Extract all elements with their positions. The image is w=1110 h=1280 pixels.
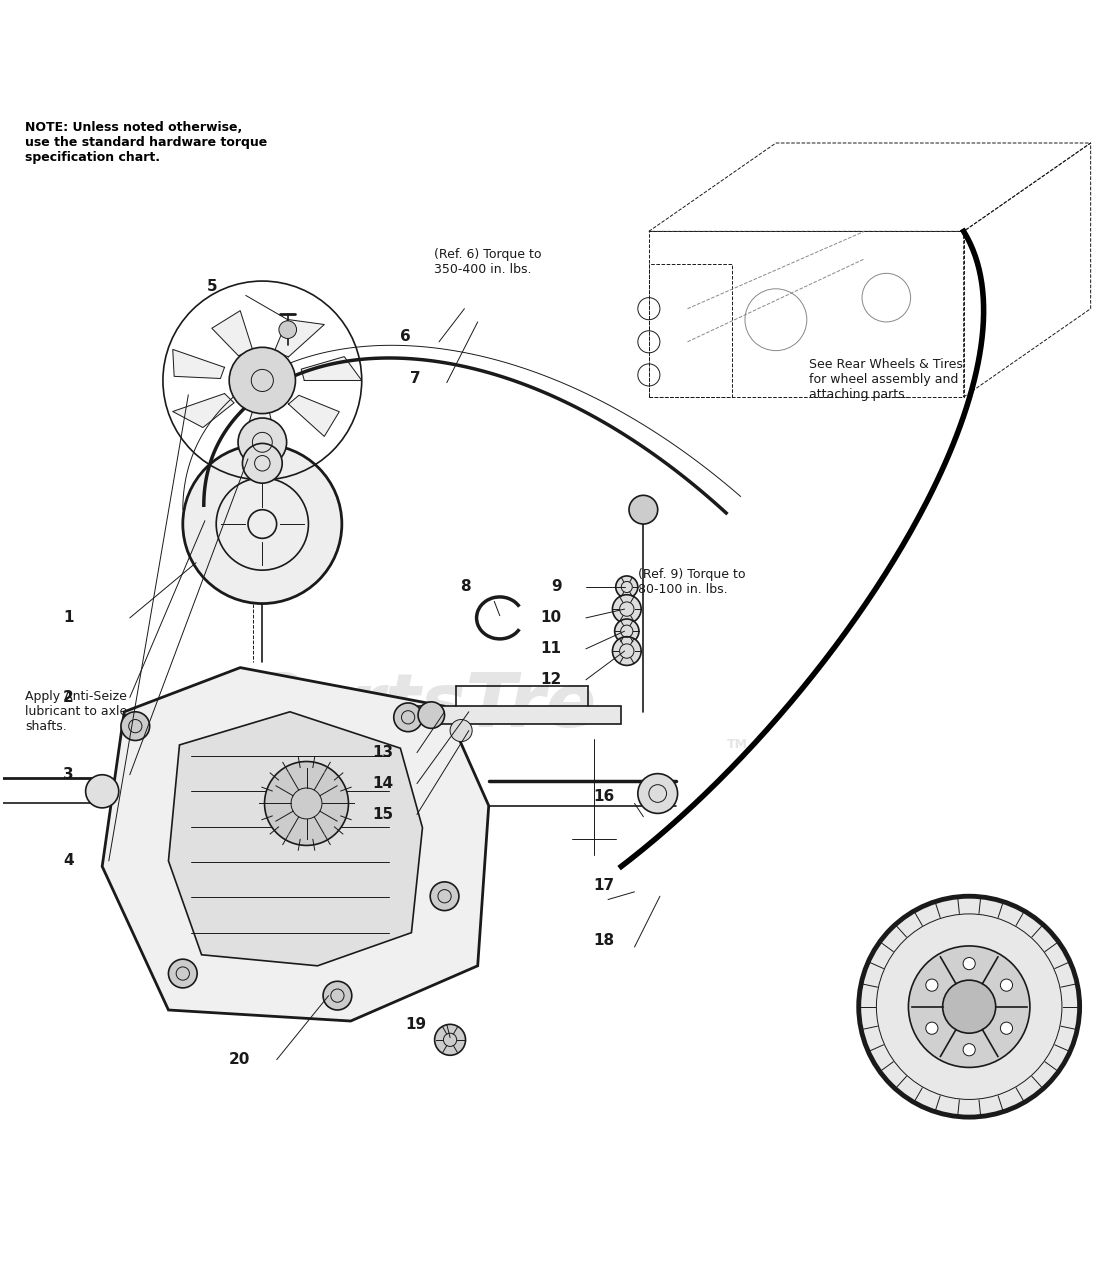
Circle shape (431, 882, 458, 910)
Circle shape (450, 719, 472, 741)
Text: 1: 1 (63, 611, 73, 626)
Polygon shape (212, 311, 253, 356)
Text: 16: 16 (594, 790, 615, 804)
Circle shape (613, 636, 642, 666)
Text: (Ref. 9) Torque to
80-100 in. lbs.: (Ref. 9) Torque to 80-100 in. lbs. (638, 568, 745, 596)
Text: 17: 17 (594, 878, 615, 892)
Text: Apply Anti-Seize
lubricant to axle
shafts.: Apply Anti-Seize lubricant to axle shaft… (24, 690, 128, 732)
Text: 11: 11 (541, 641, 562, 657)
Circle shape (229, 347, 295, 413)
Text: PartsTre: PartsTre (248, 669, 597, 742)
Circle shape (859, 896, 1080, 1117)
Polygon shape (301, 357, 362, 380)
Circle shape (638, 773, 677, 813)
Circle shape (85, 774, 119, 808)
Circle shape (183, 444, 342, 604)
Text: TM: TM (727, 739, 748, 751)
Circle shape (394, 703, 423, 732)
Circle shape (615, 620, 639, 644)
Circle shape (1000, 979, 1012, 991)
Text: 6: 6 (400, 329, 411, 344)
Circle shape (242, 443, 282, 483)
Text: 20: 20 (229, 1052, 250, 1068)
Circle shape (323, 982, 352, 1010)
Text: 5: 5 (206, 279, 218, 294)
Polygon shape (102, 668, 488, 1021)
Polygon shape (173, 349, 224, 379)
Text: 10: 10 (541, 611, 562, 626)
Circle shape (616, 576, 638, 598)
Text: 15: 15 (373, 806, 394, 822)
Text: 9: 9 (551, 580, 562, 594)
Circle shape (613, 595, 642, 623)
Circle shape (121, 712, 150, 741)
Polygon shape (240, 410, 276, 451)
Text: 14: 14 (373, 776, 394, 791)
Circle shape (169, 959, 198, 988)
Polygon shape (169, 712, 423, 966)
Text: (Ref. 6) Torque to
350-400 in. lbs.: (Ref. 6) Torque to 350-400 in. lbs. (434, 248, 541, 276)
Circle shape (629, 495, 658, 524)
Circle shape (435, 1024, 465, 1055)
Circle shape (963, 957, 976, 970)
Circle shape (279, 321, 296, 338)
Text: 8: 8 (461, 580, 471, 594)
Text: 7: 7 (410, 371, 421, 385)
Circle shape (264, 762, 349, 845)
Polygon shape (289, 396, 340, 436)
Circle shape (963, 1043, 976, 1056)
Circle shape (926, 1023, 938, 1034)
Text: 4: 4 (63, 854, 73, 868)
Text: 2: 2 (62, 690, 73, 705)
Text: 12: 12 (541, 672, 562, 687)
Text: NOTE: Unless noted otherwise,
use the standard hardware torque
specification cha: NOTE: Unless noted otherwise, use the st… (24, 120, 268, 164)
Text: 3: 3 (63, 767, 73, 782)
Polygon shape (173, 393, 234, 428)
Polygon shape (412, 707, 622, 724)
Circle shape (942, 980, 996, 1033)
Polygon shape (274, 320, 324, 357)
Text: 19: 19 (406, 1016, 427, 1032)
Circle shape (238, 419, 286, 467)
Text: 18: 18 (594, 933, 615, 948)
Circle shape (926, 979, 938, 991)
Circle shape (418, 701, 445, 728)
Text: See Rear Wheels & Tires
for wheel assembly and
attaching parts.: See Rear Wheels & Tires for wheel assemb… (809, 358, 962, 402)
Circle shape (908, 946, 1030, 1068)
Text: 13: 13 (373, 745, 394, 760)
Circle shape (1000, 1023, 1012, 1034)
